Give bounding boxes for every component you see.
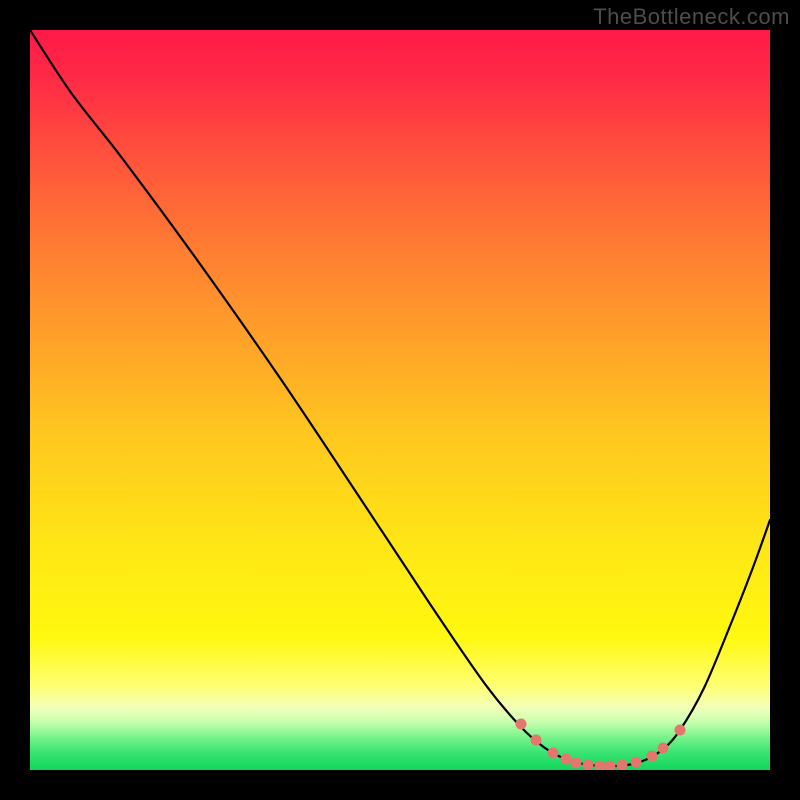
- marker-dot: [583, 760, 594, 771]
- marker-dot: [631, 757, 642, 768]
- marker-dot: [516, 719, 527, 730]
- marker-dot: [571, 758, 582, 769]
- marker-dot: [531, 735, 542, 746]
- marker-dot: [675, 725, 686, 736]
- marker-dot: [561, 754, 572, 765]
- plot-background: [30, 30, 770, 770]
- marker-dot: [658, 743, 669, 754]
- marker-dot: [617, 760, 628, 771]
- marker-dot: [595, 761, 606, 772]
- watermark-text: TheBottleneck.com: [593, 4, 790, 30]
- marker-dot: [548, 748, 559, 759]
- marker-dot: [647, 751, 658, 762]
- bottleneck-curve-chart: [0, 0, 800, 800]
- marker-dot: [605, 761, 616, 772]
- chart-stage: TheBottleneck.com: [0, 0, 800, 800]
